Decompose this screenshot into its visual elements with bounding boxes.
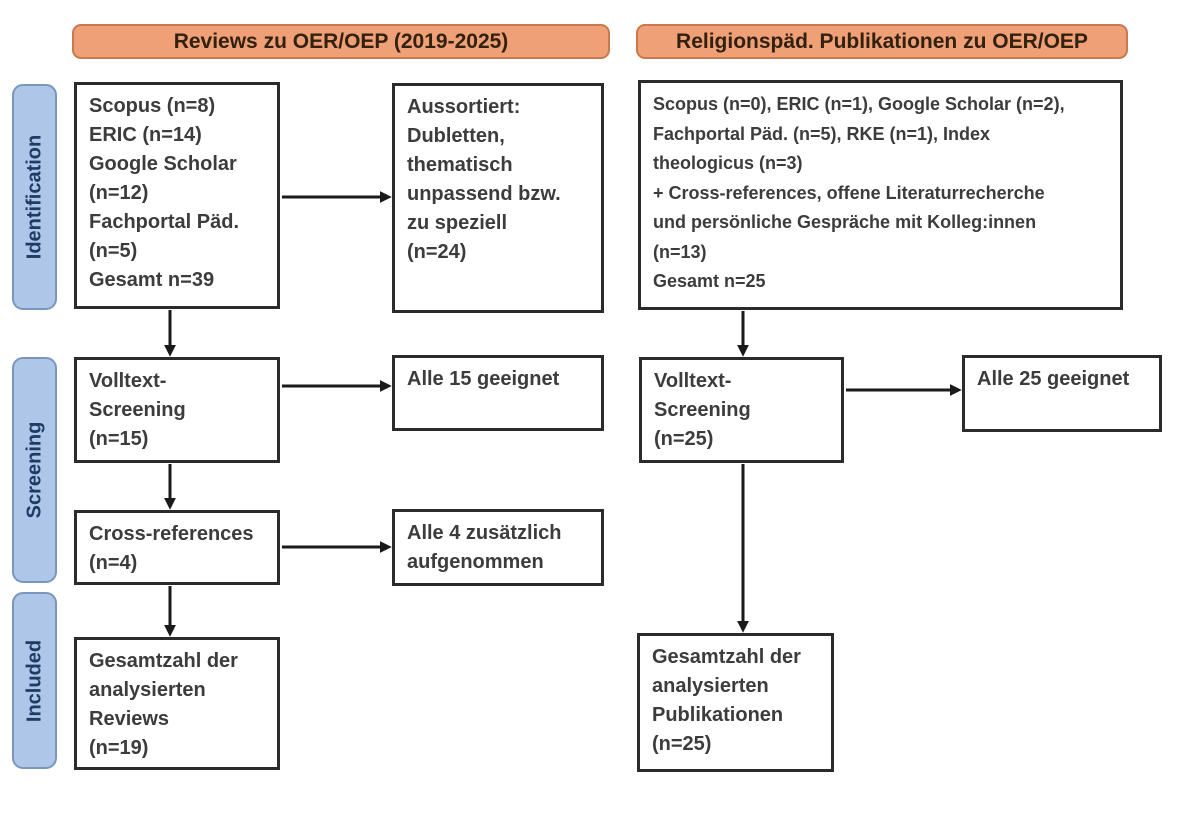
box-left-excluded-text: Aussortiert: Dubletten, thematisch unpas… xyxy=(407,96,561,263)
stage-included-label: Included xyxy=(23,639,45,722)
box-left-crossref-result: Alle 4 zusätzlich aufgenommen xyxy=(392,509,604,586)
box-right-fulltext-screening: Volltext- Screening (n=25) xyxy=(639,357,844,463)
column-header-reviews: Reviews zu OER/OEP (2019-2025) xyxy=(72,24,610,59)
box-left-sources: Scopus (n=8) ERIC (n=14) Google Scholar … xyxy=(74,82,280,309)
box-left-included-total: Gesamtzahl der analysierten Reviews (n=1… xyxy=(74,637,280,770)
box-left-sources-text: Scopus (n=8) ERIC (n=14) Google Scholar … xyxy=(89,95,240,291)
column-header-reviews-label: Reviews zu OER/OEP (2019-2025) xyxy=(173,29,509,53)
box-left-fulltext-screening-text: Volltext- Screening (n=15) xyxy=(89,370,186,450)
stage-included: Included xyxy=(12,592,57,769)
column-header-religionspaed-label: Religionspäd. Publikationen zu OER/OEP xyxy=(676,29,1088,53)
box-left-excluded: Aussortiert: Dubletten, thematisch unpas… xyxy=(392,83,604,313)
box-left-crossref-text: Cross-references (n=4) xyxy=(89,523,254,574)
box-right-included-total: Gesamtzahl der analysierten Publikatione… xyxy=(637,633,834,772)
stage-screening-label: Screening xyxy=(23,421,45,519)
box-right-included-total-text: Gesamtzahl der analysierten Publikatione… xyxy=(652,646,801,755)
column-header-religionspaed: Religionspäd. Publikationen zu OER/OEP xyxy=(636,24,1128,59)
box-right-sources-text: Scopus (n=0), ERIC (n=1), Google Scholar… xyxy=(653,94,1065,291)
box-left-fulltext-result: Alle 15 geeignet xyxy=(392,355,604,431)
box-right-fulltext-screening-text: Volltext- Screening (n=25) xyxy=(654,370,751,450)
box-right-fulltext-result: Alle 25 geeignet xyxy=(962,355,1162,432)
box-right-sources: Scopus (n=0), ERIC (n=1), Google Scholar… xyxy=(638,80,1123,310)
stage-identification-label: Identification xyxy=(23,134,45,260)
box-left-crossref: Cross-references (n=4) xyxy=(74,510,280,585)
box-left-fulltext-result-text: Alle 15 geeignet xyxy=(407,368,560,390)
stage-screening: Screening xyxy=(12,357,57,583)
stage-identification: Identification xyxy=(12,84,57,310)
box-left-fulltext-screening: Volltext- Screening (n=15) xyxy=(74,357,280,463)
box-left-included-total-text: Gesamtzahl der analysierten Reviews (n=1… xyxy=(89,650,238,759)
box-left-crossref-result-text: Alle 4 zusätzlich aufgenommen xyxy=(407,522,562,573)
box-right-fulltext-result-text: Alle 25 geeignet xyxy=(977,368,1130,390)
